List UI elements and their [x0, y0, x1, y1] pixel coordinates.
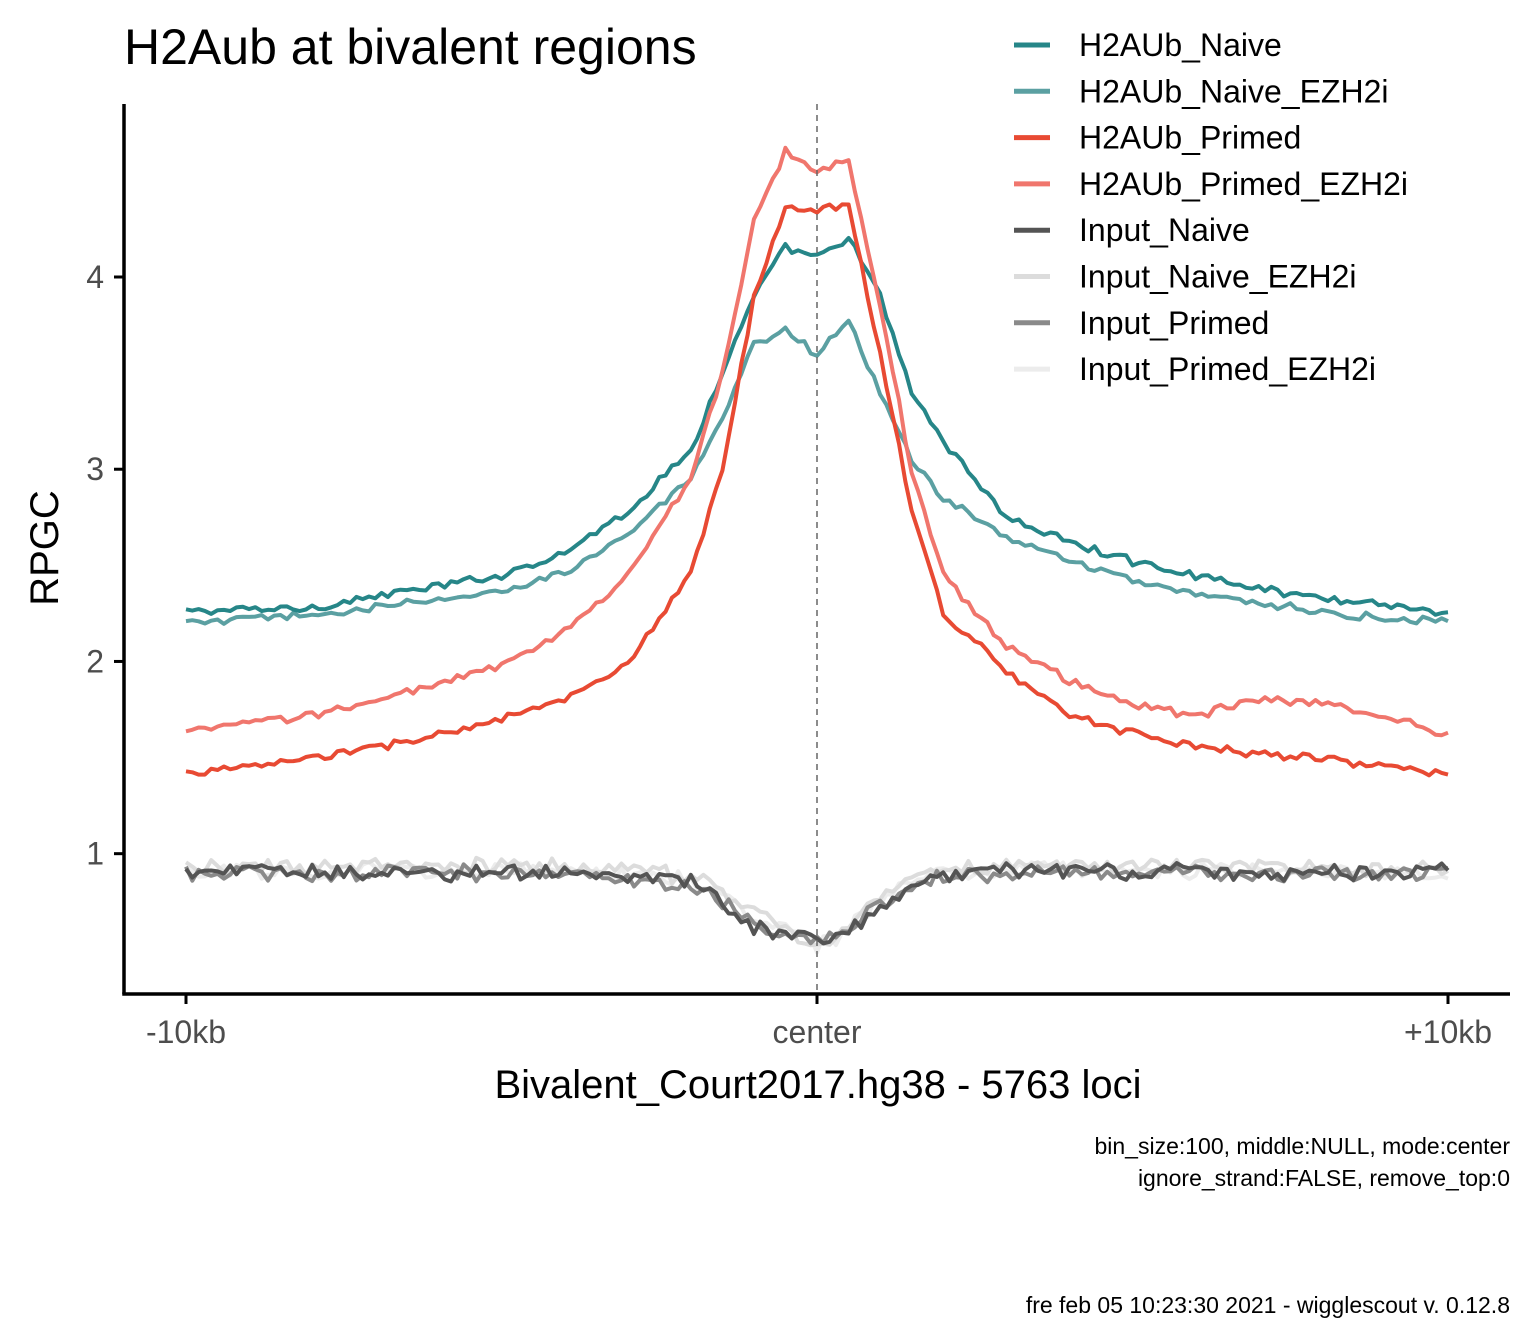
legend-label: Input_Primed_EZH2i — [1079, 351, 1376, 387]
series-line-h2aub-naive — [185, 236, 1449, 617]
x-axis-label: Bivalent_Court2017.hg38 - 5763 loci — [494, 1063, 1141, 1107]
legend-label: H2AUb_Naive — [1079, 27, 1282, 63]
legend-label: Input_Naive — [1079, 212, 1250, 248]
x-tick-label: center — [773, 1014, 862, 1050]
caption-line-1: bin_size:100, middle:NULL, mode:center — [1094, 1133, 1510, 1159]
y-tick-label: 4 — [86, 259, 104, 295]
series-line-h2aub-naive-ezh2i — [185, 318, 1449, 626]
x-tick-label: -10kb — [146, 1014, 226, 1050]
caption-line-2: ignore_strand:FALSE, remove_top:0 — [1138, 1165, 1510, 1191]
chart-title: H2Aub at bivalent regions — [124, 19, 697, 75]
y-tick-label: 2 — [86, 643, 104, 679]
y-axis-ticks: 1 2 3 4 — [86, 259, 124, 872]
series-line-input-naive — [184, 861, 1450, 946]
y-axis-label: RPGC — [23, 490, 67, 606]
footer-timestamp: fre feb 05 10:23:30 2021 - wigglescout v… — [1026, 1292, 1510, 1318]
y-tick-label: 3 — [86, 451, 104, 487]
legend-label: H2AUb_Primed_EZH2i — [1079, 166, 1408, 202]
y-tick-label: 1 — [86, 836, 104, 872]
legend-label: Input_Primed — [1079, 305, 1269, 341]
legend-label: Input_Naive_EZH2i — [1079, 259, 1356, 295]
series-line-h2aub-primed — [185, 202, 1449, 778]
x-tick-label: +10kb — [1404, 1014, 1492, 1050]
legend: H2AUb_Naive H2AUb_Naive_EZH2i H2AUb_Primed… — [1014, 27, 1408, 387]
legend-label: H2AUb_Naive_EZH2i — [1079, 73, 1388, 109]
x-axis-ticks: -10kb center +10kb — [146, 994, 1492, 1050]
legend-label: H2AUb_Primed — [1079, 120, 1301, 156]
